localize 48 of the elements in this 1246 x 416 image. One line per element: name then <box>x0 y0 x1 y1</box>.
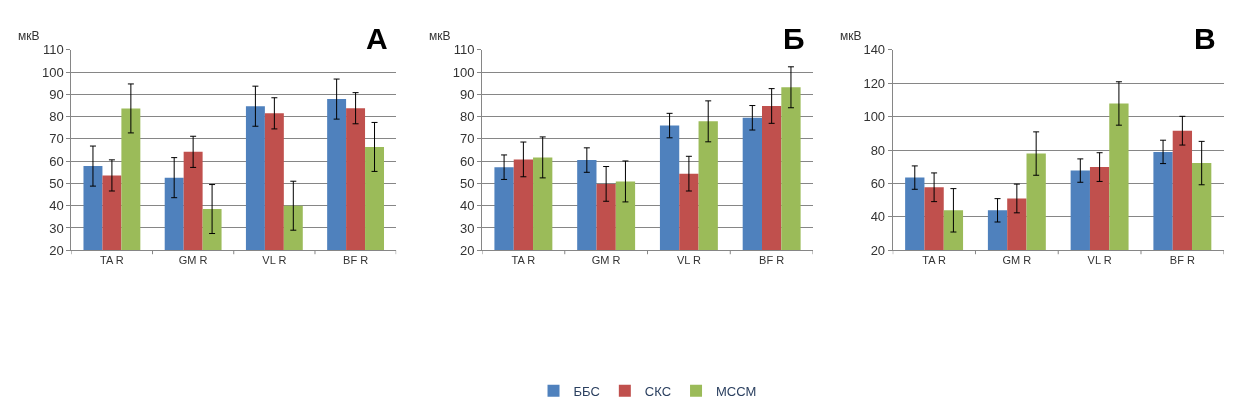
y-tick-label: 80 <box>870 142 886 158</box>
x-tick-label: TA R <box>922 254 946 267</box>
y-tick-label: 100 <box>42 64 64 80</box>
x-tick-label: TA R <box>100 254 124 267</box>
y-tick-label: 30 <box>459 220 475 236</box>
chart-title: А <box>366 22 388 55</box>
legend-label: МССМ <box>716 383 757 399</box>
y-tick-label: 100 <box>452 64 475 80</box>
legend-label: ББС <box>573 383 600 399</box>
y-tick-label: 70 <box>49 131 64 147</box>
y-tick-label: 20 <box>49 242 64 258</box>
y-axis-title: мкВ <box>429 29 451 43</box>
chart-title: В <box>1194 22 1216 55</box>
y-tick-label: 40 <box>459 198 475 214</box>
y-tick-label: 20 <box>459 242 475 258</box>
x-tick-label: VL R <box>1087 254 1112 267</box>
y-tick-label: 40 <box>870 209 886 225</box>
y-tick-label: 120 <box>863 75 886 91</box>
y-tick-label: 30 <box>49 220 64 236</box>
x-tick-label: GM R <box>178 254 208 267</box>
y-tick-label: 140 <box>863 42 886 58</box>
chart-title: Б <box>783 22 805 55</box>
y-tick-label: 40 <box>49 198 64 214</box>
y-tick-label: 60 <box>459 153 475 169</box>
y-tick-label: 20 <box>870 242 886 258</box>
x-tick-label: BF R <box>343 254 369 267</box>
x-tick-label: GM R <box>591 254 621 267</box>
x-tick-label: GM R <box>1002 254 1032 267</box>
x-tick-label: BF R <box>1169 254 1195 267</box>
y-tick-label: 100 <box>863 109 886 125</box>
y-axis-title: мкВ <box>840 29 862 43</box>
y-tick-label: 50 <box>459 175 475 191</box>
y-tick-label: 90 <box>459 86 475 102</box>
x-tick-label: BF R <box>759 254 785 267</box>
y-tick-label: 60 <box>49 153 64 169</box>
y-tick-label: 50 <box>49 175 64 191</box>
y-tick-label: 60 <box>870 175 886 191</box>
y-tick-label: 80 <box>459 109 475 125</box>
y-tick-label: 110 <box>42 42 64 58</box>
legend-label: СКС <box>644 383 672 399</box>
y-axis-title: мкВ <box>18 29 40 43</box>
x-tick-label: TA R <box>511 254 536 267</box>
x-tick-label: VL R <box>676 254 701 267</box>
y-tick-label: 80 <box>49 109 64 125</box>
y-tick-label: 70 <box>459 131 475 147</box>
y-tick-label: 90 <box>49 86 64 102</box>
y-tick-label: 110 <box>453 42 475 58</box>
x-tick-label: VL R <box>262 254 287 267</box>
